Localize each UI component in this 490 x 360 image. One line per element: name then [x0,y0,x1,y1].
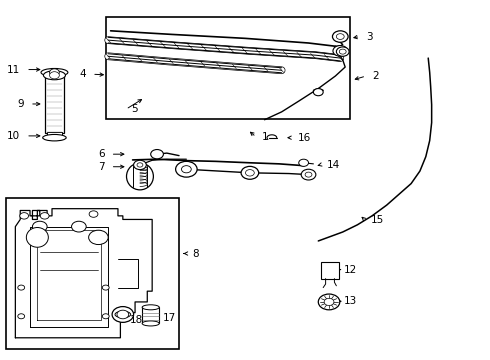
Bar [45,76,64,134]
Circle shape [151,149,163,159]
Circle shape [134,160,147,170]
Circle shape [49,69,59,76]
Circle shape [137,163,143,167]
Text: 15: 15 [371,215,384,225]
Text: 1: 1 [262,132,269,142]
Bar [143,307,159,323]
Text: 12: 12 [343,265,357,275]
Circle shape [117,310,129,319]
Ellipse shape [41,68,68,76]
Circle shape [305,172,312,177]
Text: 2: 2 [372,71,379,81]
Circle shape [89,211,98,217]
Text: 7: 7 [98,162,105,172]
Circle shape [40,213,49,219]
Bar [5,198,179,348]
Text: 13: 13 [343,296,357,306]
Circle shape [299,159,309,166]
Text: 10: 10 [7,131,20,141]
Circle shape [175,161,197,177]
Text: 11: 11 [7,64,20,75]
Text: 8: 8 [193,248,199,258]
Circle shape [336,47,349,56]
Text: 16: 16 [298,133,311,143]
Circle shape [72,221,86,232]
Ellipse shape [43,134,66,141]
Circle shape [18,314,24,319]
Text: 6: 6 [98,149,105,159]
Text: 4: 4 [79,69,86,79]
Circle shape [102,314,109,319]
Ellipse shape [142,305,159,310]
Ellipse shape [115,311,131,318]
Ellipse shape [126,163,153,190]
Text: 18: 18 [130,315,144,325]
Circle shape [332,31,348,42]
Circle shape [89,230,108,244]
Ellipse shape [142,321,159,326]
Bar [106,17,350,119]
Bar [321,262,339,279]
Text: 9: 9 [18,99,24,109]
Circle shape [336,34,344,40]
Circle shape [32,221,47,232]
Circle shape [324,298,334,306]
Circle shape [102,285,109,290]
Text: 14: 14 [327,159,341,170]
Circle shape [301,169,316,180]
Circle shape [339,49,346,54]
Circle shape [314,89,323,96]
Text: 5: 5 [132,104,138,114]
Circle shape [18,285,24,290]
Circle shape [49,72,59,79]
Circle shape [20,213,28,219]
Circle shape [333,45,347,56]
Circle shape [112,307,134,322]
Ellipse shape [44,71,66,80]
Circle shape [181,166,191,173]
Circle shape [245,170,254,176]
Ellipse shape [26,228,49,247]
Text: 17: 17 [163,313,176,323]
Circle shape [241,166,259,179]
Circle shape [318,294,340,310]
Bar [47,132,62,139]
Text: 3: 3 [366,32,373,41]
